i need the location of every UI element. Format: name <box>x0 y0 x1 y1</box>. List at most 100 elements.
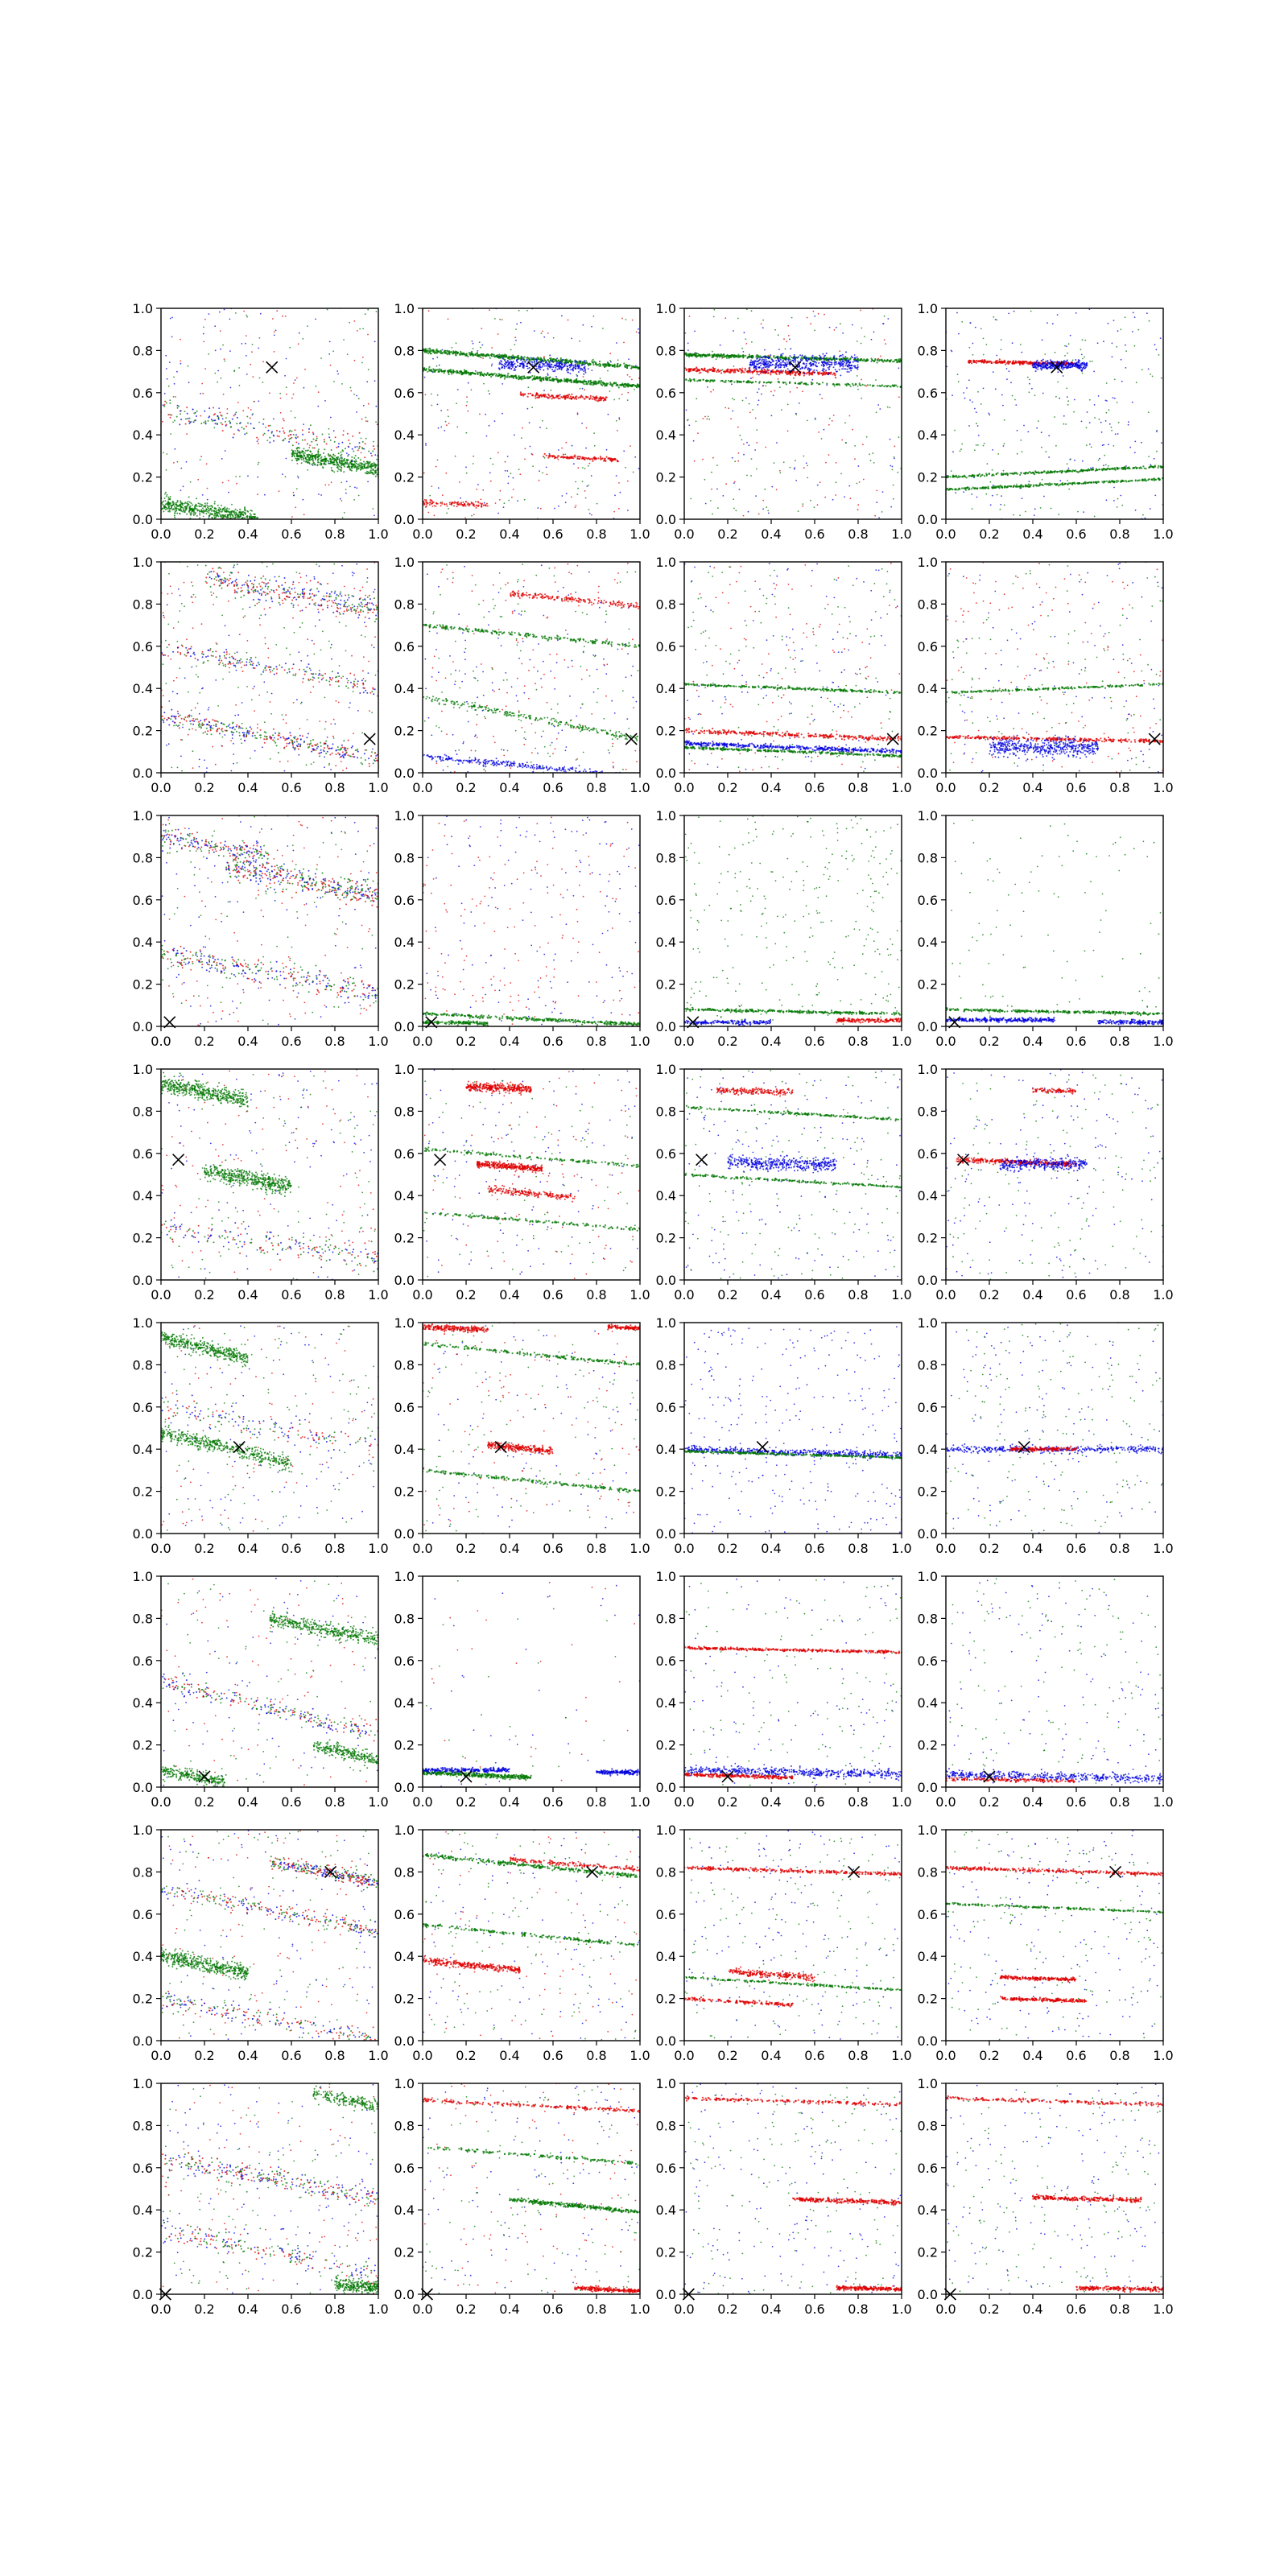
scatter-point-red <box>448 423 450 424</box>
scatter-point-red <box>464 505 467 507</box>
scatter-point-green <box>742 356 745 359</box>
scatter-point-blue <box>545 466 547 469</box>
scatter-point-blue <box>165 368 167 369</box>
scatter-point-blue <box>827 361 829 364</box>
scatter-point-red <box>784 370 787 373</box>
scatter-point-red <box>753 370 755 373</box>
scatter-point-green <box>312 438 315 440</box>
scatter-point-green <box>165 495 167 497</box>
scatter-point-red <box>296 377 298 379</box>
scatter-point-red <box>802 505 804 507</box>
scatter-point-green <box>468 374 470 376</box>
scatter-point-green <box>323 452 324 454</box>
scatter-point-red <box>445 503 448 506</box>
scatter-point-red <box>250 363 252 365</box>
scatter-point-red <box>238 430 241 431</box>
scatter-point-green <box>474 353 477 357</box>
scatter-point-green <box>198 505 200 507</box>
scatter-point-blue <box>237 429 239 431</box>
scatter-point-green <box>325 458 328 460</box>
scatter-point-green <box>303 448 305 450</box>
scatter-point-blue <box>241 343 243 345</box>
scatter-point-blue <box>511 357 514 359</box>
scatter-point-green <box>206 504 208 506</box>
scatter-point-red <box>441 502 444 505</box>
scatter-point-green <box>217 514 219 516</box>
scatter-point-green <box>183 510 185 512</box>
scatter-point-blue <box>803 362 805 364</box>
scatter-point-blue <box>507 482 510 485</box>
scatter-point-red <box>700 371 702 374</box>
scatter-point-green <box>309 424 312 427</box>
scatter-point-blue <box>687 342 689 345</box>
scatter-point-green <box>164 493 166 495</box>
scatter-point-green <box>162 504 164 506</box>
scatter-point-blue <box>551 369 554 370</box>
scatter-point-green <box>708 418 711 420</box>
scatter-point-blue <box>811 354 814 357</box>
scatter-point-green <box>477 373 479 375</box>
scatter-point-blue <box>731 456 733 459</box>
scatter-point-blue <box>555 376 557 378</box>
scatter-point-green <box>602 363 605 365</box>
scatter-point-blue <box>848 485 851 487</box>
scatter-point-green <box>279 392 281 394</box>
scatter-point-blue <box>806 357 808 359</box>
scatter-point-blue <box>303 423 304 425</box>
scatter-point-green <box>526 356 529 359</box>
scatter-point-blue <box>176 404 179 407</box>
scatter-point-blue <box>881 491 884 493</box>
scatter-point-red <box>733 369 736 371</box>
scatter-point-blue <box>538 366 539 368</box>
scatter-point-blue <box>549 366 551 369</box>
scatter-point-red <box>584 490 586 492</box>
scatter-point-blue <box>366 381 369 383</box>
scatter-point-green <box>637 384 639 386</box>
scatter-point-blue <box>757 363 759 365</box>
scatter-point-green <box>756 468 758 470</box>
scatter-point-red <box>476 489 478 490</box>
scatter-point-green <box>898 436 900 438</box>
scatter-point-blue <box>759 361 762 364</box>
scatter-point-green <box>465 431 468 434</box>
scatter-point-green <box>469 374 473 376</box>
scatter-point-red <box>617 507 620 510</box>
scatter-point-green <box>733 365 735 367</box>
y-tick-label: 1.0 <box>394 301 415 316</box>
scatter-point-blue <box>583 361 585 363</box>
scatter-point-green <box>373 464 375 467</box>
scatter-point-green <box>365 437 367 440</box>
scatter-point-green <box>184 506 187 508</box>
scatter-point-red <box>874 514 876 517</box>
scatter-point-blue <box>432 357 434 360</box>
scatter-point-blue <box>578 365 580 367</box>
scatter-point-red <box>203 341 205 343</box>
scatter-point-green <box>365 467 368 469</box>
scatter-point-red <box>556 394 559 397</box>
scatter-point-blue <box>877 404 880 406</box>
scatter-point-green <box>594 362 597 365</box>
scatter-point-green <box>713 353 716 357</box>
scatter-point-green <box>432 349 435 352</box>
scatter-point-red <box>233 433 235 436</box>
scatter-point-red <box>706 418 708 420</box>
scatter-point-green <box>487 390 489 392</box>
scatter-point-green <box>738 356 741 358</box>
scatter-point-red <box>464 517 467 519</box>
scatter-point-red <box>775 373 778 375</box>
scatter-point-red <box>561 447 563 449</box>
scatter-point-red <box>539 507 542 510</box>
scatter-point-green <box>513 377 515 379</box>
scatter-point-blue <box>585 447 587 449</box>
scatter-point-blue <box>481 344 484 346</box>
scatter-point-blue <box>511 361 513 364</box>
scatter-point-green <box>828 357 830 360</box>
scatter-point-blue <box>229 350 231 352</box>
scatter-point-red <box>477 505 479 507</box>
scatter-point-green <box>480 356 482 358</box>
scatter-point-blue <box>437 487 440 489</box>
scatter-point-red <box>733 371 735 374</box>
scatter-point-blue <box>504 359 506 361</box>
x-tick-label: 0.0 <box>412 526 432 542</box>
